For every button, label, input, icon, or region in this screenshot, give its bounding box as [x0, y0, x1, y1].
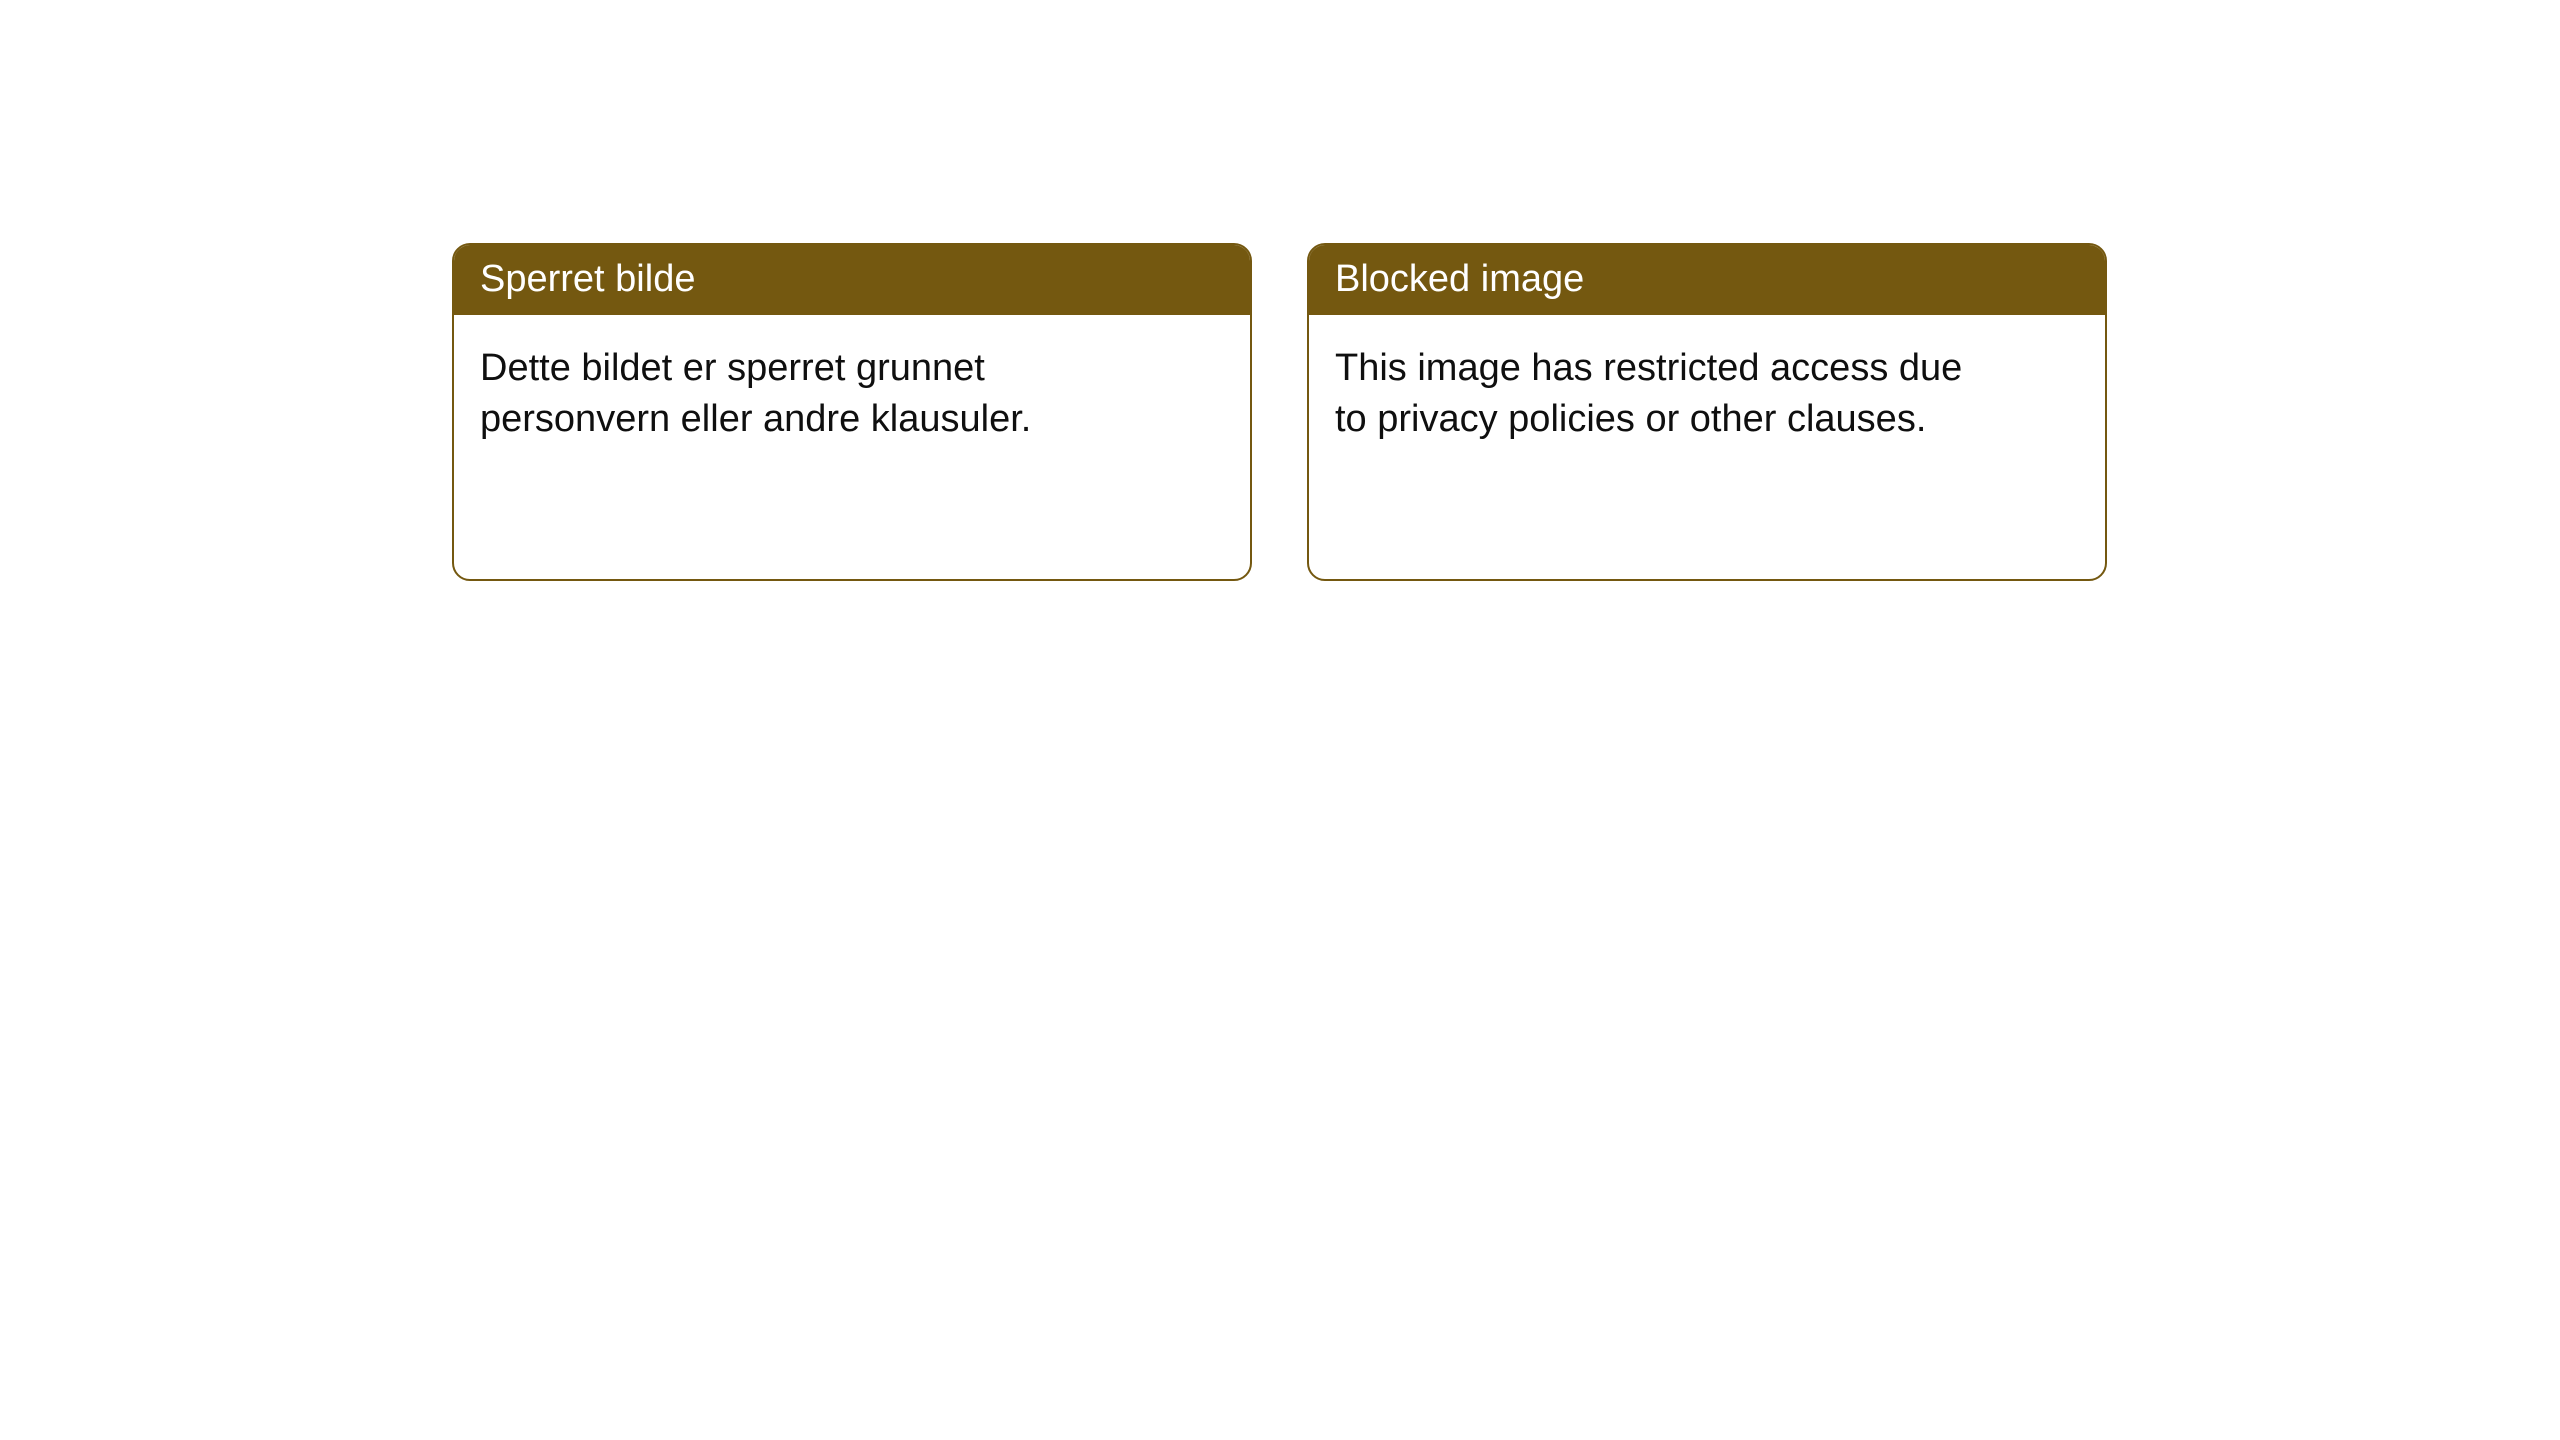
- blocked-image-cards: Sperret bilde Dette bildet er sperret gr…: [452, 243, 2107, 581]
- card-body-nb: Dette bildet er sperret grunnet personve…: [454, 315, 1154, 474]
- card-header-en: Blocked image: [1309, 245, 2105, 315]
- blocked-image-card-nb: Sperret bilde Dette bildet er sperret gr…: [452, 243, 1252, 581]
- card-body-en: This image has restricted access due to …: [1309, 315, 2009, 474]
- card-header-nb: Sperret bilde: [454, 245, 1250, 315]
- blocked-image-card-en: Blocked image This image has restricted …: [1307, 243, 2107, 581]
